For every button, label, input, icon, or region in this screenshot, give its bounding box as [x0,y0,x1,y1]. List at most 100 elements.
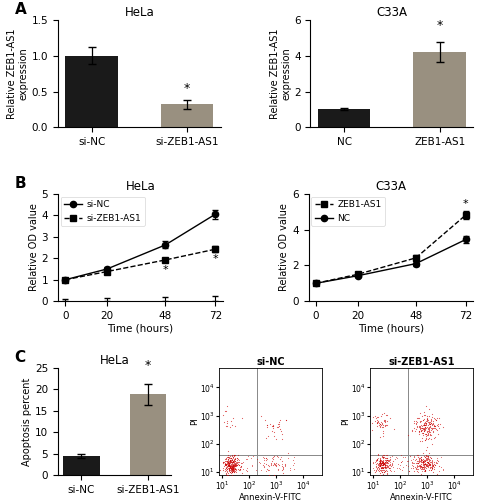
Point [378,457,386,465]
Point [378,420,386,428]
Point [395,464,402,472]
Point [412,420,420,428]
Point [379,456,387,464]
Point [419,458,427,466]
Point [226,466,233,474]
Point [420,408,427,416]
Point [378,464,386,471]
Point [413,418,421,426]
Point [418,422,426,430]
Point [417,456,425,464]
X-axis label: Time (hours): Time (hours) [107,324,173,334]
Point [421,423,429,431]
Point [275,461,283,469]
Point [227,464,235,472]
Point [222,464,230,471]
Point [255,458,263,466]
Point [379,468,386,476]
Point [430,434,438,442]
Point [230,468,238,475]
Point [228,465,236,473]
Point [235,456,243,464]
Point [415,454,423,462]
Point [383,462,390,470]
Point [433,454,441,462]
Point [234,456,242,464]
Point [379,464,387,472]
Point [219,458,227,466]
Point [425,424,432,432]
Point [274,466,282,474]
Point [421,423,429,431]
Point [273,452,281,460]
Point [226,463,233,471]
Point [224,453,232,461]
Point [222,464,229,471]
Point [374,417,382,425]
Point [424,463,431,471]
Title: C33A: C33A [375,180,406,192]
Point [424,424,432,432]
Point [380,462,387,469]
Point [425,460,433,468]
Point [226,464,234,471]
Point [231,422,239,430]
Point [228,468,236,476]
Point [229,456,237,464]
Point [379,453,387,461]
Point [262,467,270,475]
Point [242,464,250,472]
Point [420,411,427,419]
Point [417,427,425,435]
Bar [129,394,166,475]
Point [423,421,430,429]
Point [384,462,391,470]
Point [426,419,434,427]
Point [412,465,420,473]
Point [279,434,286,442]
Point [377,456,384,464]
Point [233,458,241,466]
Point [222,457,230,465]
Point [427,454,435,462]
Point [426,418,434,426]
Y-axis label: Apoptosis percent: Apoptosis percent [22,377,32,466]
Point [379,458,386,466]
Point [415,422,423,430]
Point [412,426,419,434]
Point [372,460,380,468]
Point [222,469,230,477]
Point [249,452,257,460]
Point [223,418,231,426]
Point [221,467,228,475]
Point [229,458,237,466]
Point [425,416,432,424]
Point [231,460,239,468]
Point [374,454,382,462]
Point [424,460,432,468]
Title: C33A: C33A [376,6,407,19]
Point [409,455,417,463]
Point [226,464,234,472]
Point [418,424,426,432]
Point [381,467,388,475]
Point [377,462,385,469]
Point [224,460,231,468]
Point [376,462,384,470]
Point [228,451,236,459]
Point [424,427,432,435]
Point [220,411,227,419]
Point [423,461,430,469]
Point [257,466,265,473]
Point [227,454,235,462]
Point [420,426,428,434]
Point [226,464,233,471]
Point [379,460,387,468]
Point [229,466,237,473]
Point [225,453,232,461]
Point [419,457,426,465]
Point [378,458,385,466]
Point [374,463,382,471]
si-NC [162,242,168,248]
Point [428,425,436,433]
